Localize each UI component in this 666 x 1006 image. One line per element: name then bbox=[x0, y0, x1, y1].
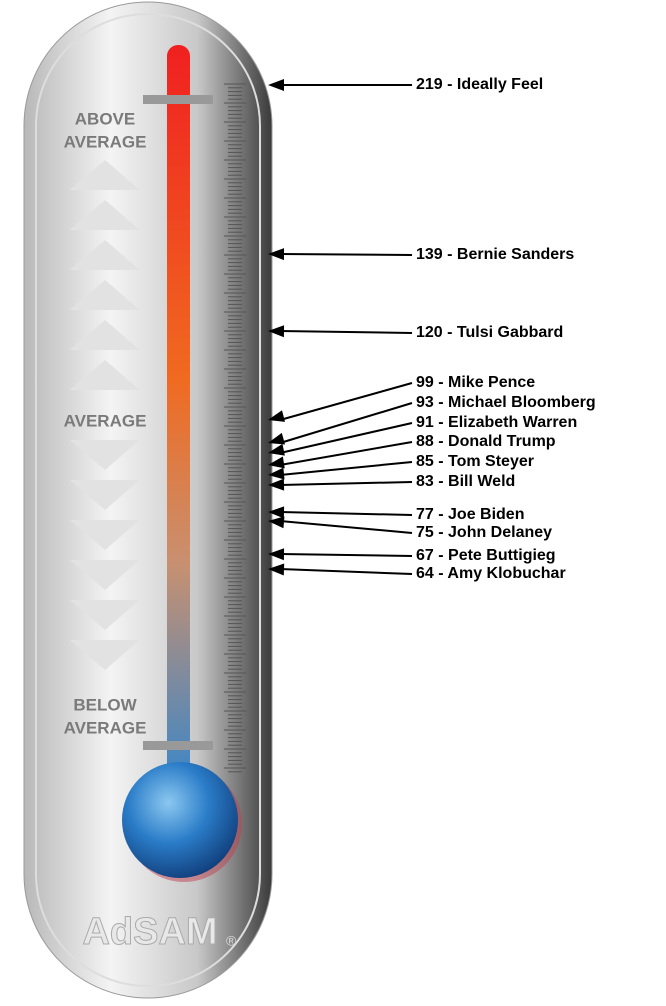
pointer-head bbox=[268, 248, 285, 261]
zone-label: AVERAGE bbox=[64, 411, 147, 430]
pointer-head bbox=[268, 516, 285, 529]
pointer-line bbox=[279, 441, 413, 466]
body-bevel bbox=[35, 13, 261, 987]
bulb bbox=[122, 762, 238, 878]
pointer-line bbox=[279, 481, 413, 486]
pointer-line bbox=[279, 382, 413, 421]
arrow-decor bbox=[70, 160, 140, 670]
zone-label: AVERAGE bbox=[64, 132, 147, 151]
entry-label: 83 - Bill Weld bbox=[416, 473, 515, 490]
pointer-line bbox=[279, 553, 413, 557]
pointer-head bbox=[268, 432, 286, 445]
pointer-line bbox=[279, 422, 413, 454]
pointer-head bbox=[268, 563, 285, 576]
pointer-head bbox=[268, 79, 284, 91]
pointer-line bbox=[279, 330, 413, 334]
entry-label: 85 - Tom Steyer bbox=[416, 453, 534, 470]
entry-label: 99 - Mike Pence bbox=[416, 374, 535, 391]
pointer-head bbox=[268, 548, 285, 561]
pointer-head bbox=[268, 325, 285, 338]
zone-label: AVERAGE bbox=[64, 718, 147, 737]
pointer-line bbox=[279, 511, 413, 516]
scale bbox=[224, 83, 246, 773]
pointer-line bbox=[279, 402, 413, 444]
entry-label: 91 - Elizabeth Warren bbox=[416, 414, 577, 431]
entries: 219 - Ideally Feel 139 - Bernie Sanders 12… bbox=[268, 76, 596, 582]
entry-label: 93 - Michael Bloomberg bbox=[416, 394, 596, 411]
pointer-head bbox=[268, 467, 285, 480]
mercury-tube bbox=[167, 45, 190, 785]
pointer-head bbox=[268, 410, 285, 422]
pointer-head bbox=[268, 478, 285, 491]
clamp bbox=[143, 95, 213, 104]
zone-label: ABOVE bbox=[75, 109, 135, 128]
entry-label: 139 - Bernie Sanders bbox=[416, 246, 574, 263]
entry-label: 120 - Tulsi Gabbard bbox=[416, 324, 563, 341]
pointer-line bbox=[279, 568, 413, 575]
pointer-line bbox=[279, 520, 413, 534]
pointer-line bbox=[279, 253, 413, 256]
entry-label: 77 - Joe Biden bbox=[416, 506, 524, 523]
clamp bbox=[143, 741, 213, 750]
pointer-line bbox=[279, 461, 413, 476]
registered-mark: ® bbox=[226, 933, 237, 949]
pointer-head bbox=[268, 456, 285, 469]
entry-label: 219 - Ideally Feel bbox=[416, 76, 543, 93]
brand: AdSAM bbox=[82, 911, 217, 953]
pointer-head bbox=[268, 443, 285, 456]
zone-label: BELOW bbox=[73, 695, 137, 714]
entry-label: 75 - John Delaney bbox=[416, 524, 552, 541]
entry-label: 67 - Pete Buttigieg bbox=[416, 547, 556, 564]
entry-label: 88 - Donald Trump bbox=[416, 433, 556, 450]
pointer-head bbox=[268, 506, 285, 519]
entry-label: 64 - Amy Klobuchar bbox=[416, 565, 566, 582]
